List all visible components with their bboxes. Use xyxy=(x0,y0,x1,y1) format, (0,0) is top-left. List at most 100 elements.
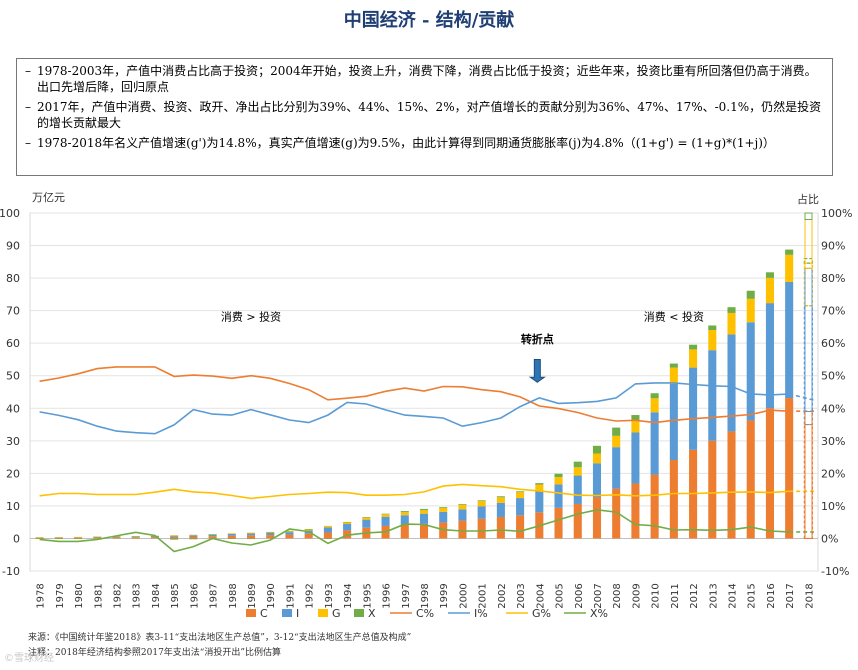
right-axis-tick-label: 90% xyxy=(821,240,845,253)
bar-i xyxy=(170,535,179,537)
bar-c xyxy=(74,537,83,539)
category-label: 1984 xyxy=(151,583,162,608)
category-label: 1998 xyxy=(420,583,431,608)
bar-g xyxy=(381,514,390,517)
bar-i xyxy=(669,383,678,461)
category-label: 1979 xyxy=(55,583,66,608)
bar-c xyxy=(727,431,736,539)
right-axis-tick-label: 100% xyxy=(821,207,852,220)
category-label: 2017 xyxy=(785,583,796,608)
bar-x xyxy=(496,496,505,498)
bar-g xyxy=(803,262,814,307)
bar-c xyxy=(208,536,217,539)
bar-g xyxy=(496,497,505,503)
category-label: 2007 xyxy=(593,583,604,608)
bar-i xyxy=(477,506,486,519)
left-axis-tick-label: 0 xyxy=(13,532,20,545)
bar-c xyxy=(592,497,602,539)
right-axis-tick-label: 80% xyxy=(821,272,845,285)
category-label: 2009 xyxy=(631,583,642,608)
bar-g xyxy=(669,367,678,384)
bar-c xyxy=(708,440,717,539)
bar-x xyxy=(74,538,83,539)
bar-g xyxy=(516,492,525,499)
category-label: 1982 xyxy=(112,583,123,608)
bar-c xyxy=(439,522,448,539)
left-axis-tick-label: 80 xyxy=(6,272,20,285)
category-label: 1994 xyxy=(343,583,354,608)
bar-i xyxy=(803,305,814,426)
share-marker-x xyxy=(804,212,813,221)
bar-x xyxy=(304,528,313,530)
legend-label: C xyxy=(260,607,268,620)
category-label: 1980 xyxy=(74,583,85,608)
bar-i xyxy=(785,281,794,399)
legend-label: X xyxy=(368,607,376,620)
right-axis-unit-label: 占比 xyxy=(797,192,819,206)
page-title: 中国经济 - 结构/贡献 xyxy=(343,10,515,31)
bar-x xyxy=(592,445,602,454)
bar-c xyxy=(170,536,179,539)
left-axis-tick-label: 50 xyxy=(6,370,20,383)
left-axis-tick-label: 40 xyxy=(6,402,20,415)
bar-i xyxy=(689,367,698,450)
bar-x xyxy=(400,511,409,513)
category-label: 2013 xyxy=(708,583,719,608)
left-axis-tick-label: -10 xyxy=(2,565,20,578)
bar-x xyxy=(612,427,621,436)
bar-g xyxy=(631,419,640,433)
category-label: 2008 xyxy=(612,583,623,608)
bar-i xyxy=(285,532,294,535)
bar-g xyxy=(727,312,736,335)
bar-x xyxy=(208,534,217,535)
category-label: 1989 xyxy=(247,583,258,608)
bar-x xyxy=(689,344,698,350)
bar-i xyxy=(189,535,198,537)
watermark: ©雪球财经 xyxy=(4,653,54,664)
bar-i xyxy=(708,350,717,441)
right-axis-tick-label: 20% xyxy=(821,467,845,480)
category-label: 2015 xyxy=(747,583,758,608)
legend-label: I xyxy=(296,607,299,620)
left-axis-tick-label: 100 xyxy=(0,207,20,220)
bar-c xyxy=(785,398,794,539)
source-line: 来源：《中国统计年鉴2018》表3-11“支出法地区生产总值”，3-12“支出法… xyxy=(28,633,412,643)
annotation-consumption-lt-investment: 消费 < 投资 xyxy=(644,309,704,323)
bar-g xyxy=(746,298,755,323)
bar-x xyxy=(727,307,736,313)
category-label: 1981 xyxy=(93,583,104,608)
bar-g xyxy=(304,529,313,531)
bar-c xyxy=(150,537,159,539)
left-axis-tick-label: 90 xyxy=(6,240,20,253)
footnote-line: 注释：2018年经济结构参照2017年支出法“消投开出”比例估算 xyxy=(28,648,282,658)
category-label: 2001 xyxy=(478,583,489,608)
left-axis-tick-label: 20 xyxy=(6,467,20,480)
category-label: 1983 xyxy=(132,583,143,608)
bar-c xyxy=(304,533,313,539)
bar-g xyxy=(592,453,602,464)
category-label: 2016 xyxy=(766,583,777,608)
bar-c xyxy=(516,515,525,539)
legend-label: G xyxy=(332,607,341,620)
bar-x xyxy=(227,538,236,539)
bar-c xyxy=(246,535,256,539)
bar-g xyxy=(650,398,659,413)
category-label: 2011 xyxy=(670,583,681,608)
category-label: 1992 xyxy=(305,583,316,608)
bar-x xyxy=(746,290,755,299)
bar-x xyxy=(573,461,582,468)
note-item: – 2017年，产值中消费、投资、政开、净出占比分别为39%、44%、15%、2… xyxy=(25,99,822,131)
bar-g xyxy=(708,330,717,351)
bar-g xyxy=(170,535,179,536)
bar-g xyxy=(54,537,63,538)
notes-box: – 1978-2003年，产值中消费占比高于投资；2004年开始，投资上升，消费… xyxy=(16,58,833,176)
line-i-share xyxy=(39,382,790,435)
bar-c xyxy=(54,537,63,539)
bar-x xyxy=(669,363,678,368)
bar-x xyxy=(343,521,352,523)
bar-c xyxy=(669,460,678,539)
bar-x xyxy=(650,393,659,399)
bar-c xyxy=(266,535,275,539)
bar-x xyxy=(246,538,256,540)
category-label: 1995 xyxy=(362,583,373,608)
